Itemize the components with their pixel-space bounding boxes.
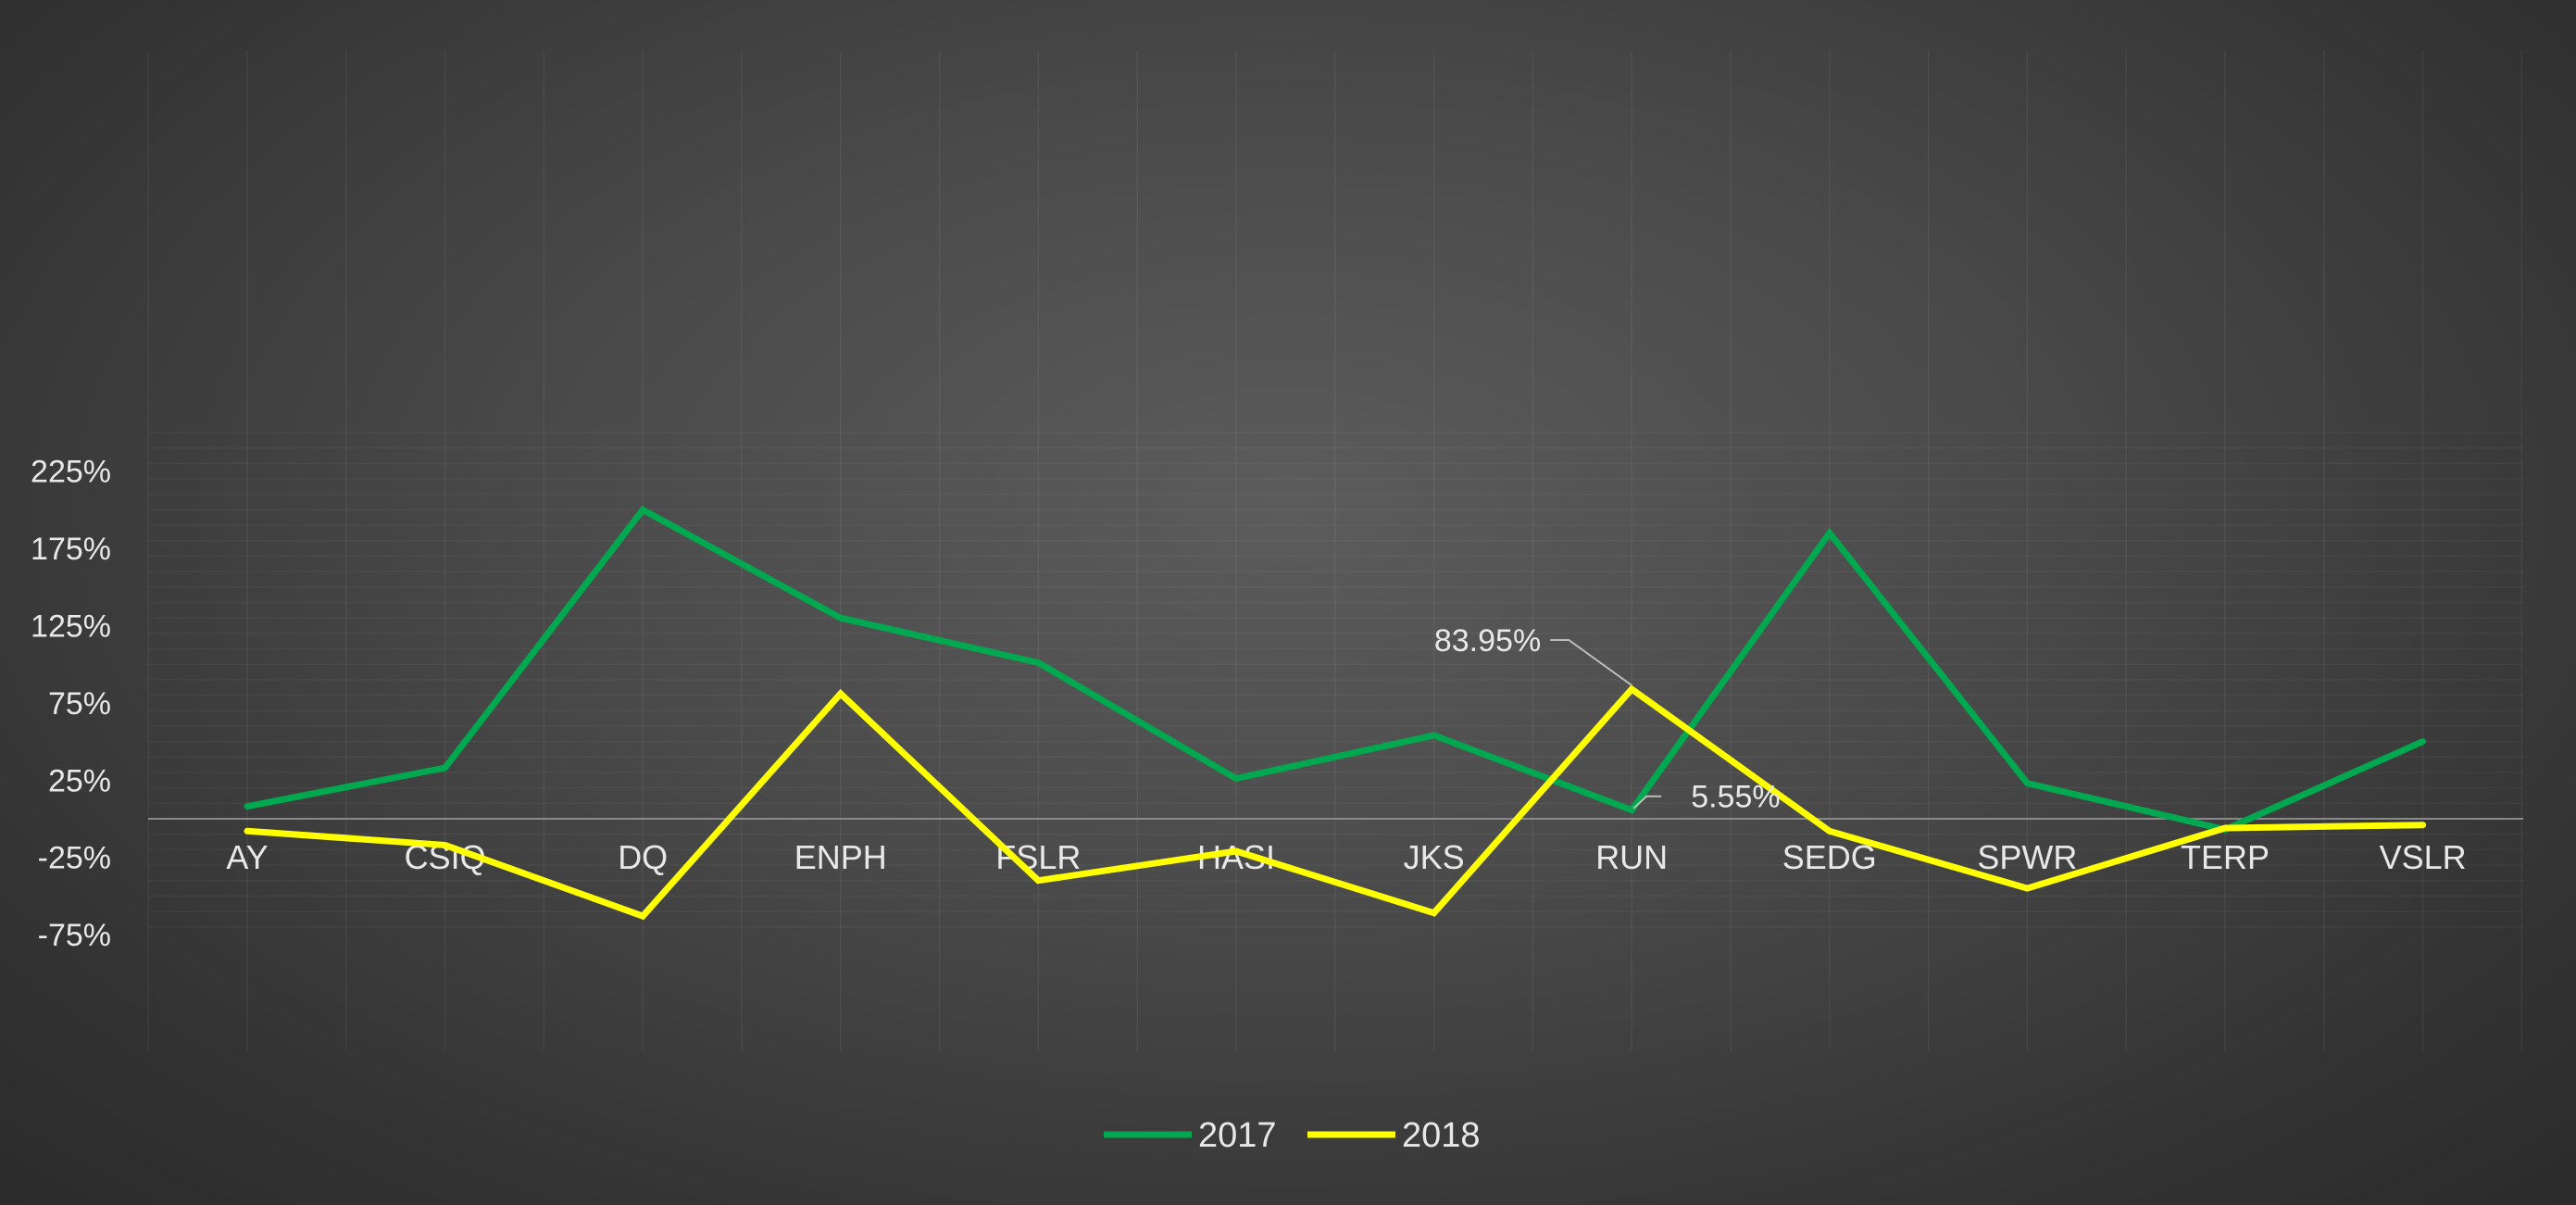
series-lines xyxy=(244,505,2427,921)
data-labels: 5.55% 83.95% xyxy=(1434,623,1781,815)
legend-label-2017: 2017 xyxy=(1198,1116,1277,1155)
category-label: JKS xyxy=(1404,838,1465,876)
series-line-2017 xyxy=(244,505,2427,834)
y-tick-label: 75% xyxy=(48,686,111,722)
data-label: 5.55% xyxy=(1691,780,1780,815)
leader-line xyxy=(1550,638,1632,686)
category-label: ENPH xyxy=(794,838,887,876)
y-tick-label: 125% xyxy=(31,609,111,645)
y-tick-label: 25% xyxy=(48,763,111,798)
category-label: SPWR xyxy=(1977,838,2077,876)
category-label: DQ xyxy=(618,838,668,876)
y-tick-label: 175% xyxy=(31,532,111,567)
category-label: RUN xyxy=(1595,838,1668,876)
legend: 2017 2018 xyxy=(1104,1116,1481,1155)
category-label: AY xyxy=(226,838,268,876)
gridlines xyxy=(147,51,2523,1051)
y-tick-label: 225% xyxy=(31,455,111,490)
category-label: SEDG xyxy=(1782,838,1877,876)
category-label: TERP xyxy=(2181,838,2270,876)
data-label: 83.95% xyxy=(1434,623,1541,659)
y-tick-label: -75% xyxy=(38,918,111,953)
leader-line xyxy=(1632,795,1662,810)
category-label: VSLR xyxy=(2380,838,2467,876)
series-line-2018 xyxy=(244,684,2427,921)
legend-label-2018: 2018 xyxy=(1402,1116,1481,1155)
y-tick-label: -25% xyxy=(38,841,111,876)
category-label: FSLR xyxy=(995,838,1081,876)
y-axis-ticks: 225% 175% 125% 75% 25% -25% -75% xyxy=(31,455,111,953)
